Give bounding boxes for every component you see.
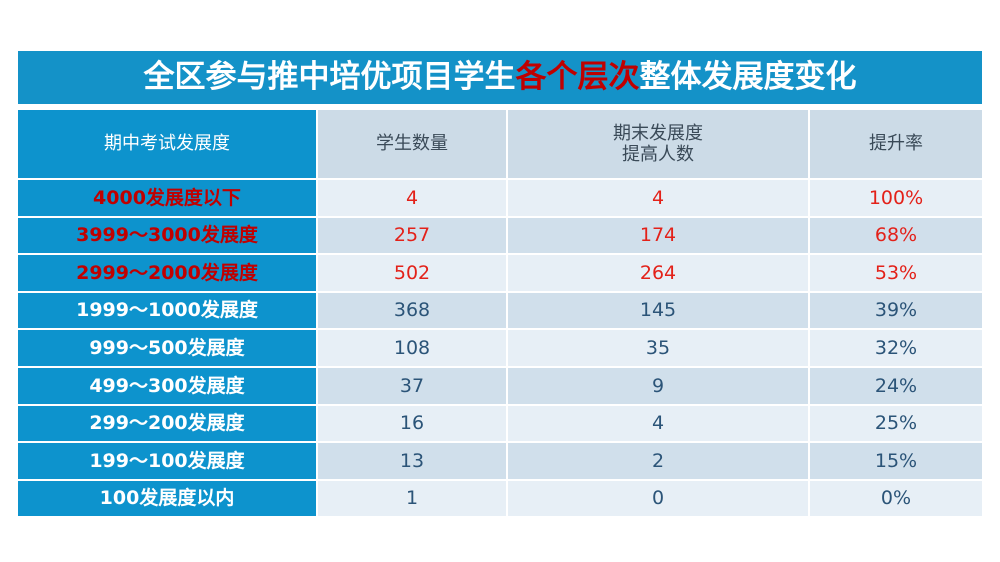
- column-header-label: 提升率: [869, 133, 923, 155]
- cell-range: 1999～1000发展度: [18, 292, 318, 331]
- cell-range: 299～200发展度: [18, 405, 318, 444]
- cell-improved-count: 145: [508, 292, 810, 331]
- title-part2: 整体发展度变化: [639, 59, 857, 95]
- cell-student-count: 4: [318, 180, 508, 218]
- title-highlight: 各个层次: [515, 59, 640, 95]
- title-banner: 全区参与推中培优项目学生各个层次整体发展度变化: [18, 51, 982, 104]
- cell-improvement-rate: 53%: [810, 255, 982, 293]
- column-header-student-count: 学生数量: [318, 110, 508, 180]
- cell-improvement-rate: 32%: [810, 330, 982, 368]
- cell-range: 499～300发展度: [18, 367, 318, 406]
- column-header-improved-count: 期末发展度 提高人数: [508, 110, 810, 180]
- title-part1: 全区参与推中培优项目学生: [143, 59, 516, 95]
- cell-improved-count: 2: [508, 443, 810, 481]
- table-row: 3999～3000发展度 257 174 68%: [18, 217, 982, 256]
- cell-range: 2999～2000发展度: [18, 255, 318, 293]
- cell-student-count: 108: [318, 330, 508, 368]
- table-row: 100发展度以内 1 0 0%: [18, 480, 982, 519]
- column-header-label-line2: 提高人数: [622, 144, 694, 165]
- cell-student-count: 502: [318, 255, 508, 293]
- table-row: 199～100发展度 13 2 15%: [18, 443, 982, 481]
- cell-improvement-rate: 15%: [810, 443, 982, 481]
- cell-improved-count: 4: [508, 405, 810, 444]
- cell-student-count: 16: [318, 405, 508, 444]
- cell-range: 100发展度以内: [18, 480, 318, 519]
- cell-range: 199～100发展度: [18, 443, 318, 481]
- cell-improvement-rate: 24%: [810, 367, 982, 406]
- cell-range: 999～500发展度: [18, 330, 318, 368]
- table-row: 299～200发展度 16 4 25%: [18, 405, 982, 444]
- cell-improved-count: 4: [508, 180, 810, 218]
- table-row: 999～500发展度 108 35 32%: [18, 330, 982, 368]
- table-header-row: 期中考试发展度 学生数量 期末发展度 提高人数 提升率: [18, 110, 982, 180]
- cell-student-count: 1: [318, 480, 508, 519]
- development-level-table: 期中考试发展度 学生数量 期末发展度 提高人数 提升率 4000发展度以下 4 …: [18, 110, 982, 519]
- table-row: 1999～1000发展度 368 145 39%: [18, 292, 982, 331]
- cell-student-count: 37: [318, 367, 508, 406]
- cell-improvement-rate: 0%: [810, 480, 982, 519]
- cell-range: 4000发展度以下: [18, 180, 318, 218]
- table-row: 4000发展度以下 4 4 100%: [18, 180, 982, 218]
- column-header-label: 学生数量: [376, 133, 448, 155]
- column-header-midterm-level: 期中考试发展度: [18, 110, 318, 180]
- cell-improvement-rate: 68%: [810, 217, 982, 256]
- table-row: 499～300发展度 37 9 24%: [18, 367, 982, 406]
- cell-student-count: 257: [318, 217, 508, 256]
- cell-improvement-rate: 25%: [810, 405, 982, 444]
- cell-student-count: 13: [318, 443, 508, 481]
- cell-improved-count: 0: [508, 480, 810, 519]
- cell-improved-count: 174: [508, 217, 810, 256]
- page-title: 全区参与推中培优项目学生各个层次整体发展度变化: [144, 62, 857, 93]
- cell-range: 3999～3000发展度: [18, 217, 318, 256]
- cell-improved-count: 264: [508, 255, 810, 293]
- column-header-improvement-rate: 提升率: [810, 110, 982, 180]
- column-header-label-line1: 期末发展度: [613, 122, 703, 144]
- cell-improvement-rate: 39%: [810, 292, 982, 331]
- cell-improvement-rate: 100%: [810, 180, 982, 218]
- cell-improved-count: 9: [508, 367, 810, 406]
- column-header-label: 期中考试发展度: [104, 133, 230, 155]
- cell-student-count: 368: [318, 292, 508, 331]
- table-row: 2999～2000发展度 502 264 53%: [18, 255, 982, 293]
- cell-improved-count: 35: [508, 330, 810, 368]
